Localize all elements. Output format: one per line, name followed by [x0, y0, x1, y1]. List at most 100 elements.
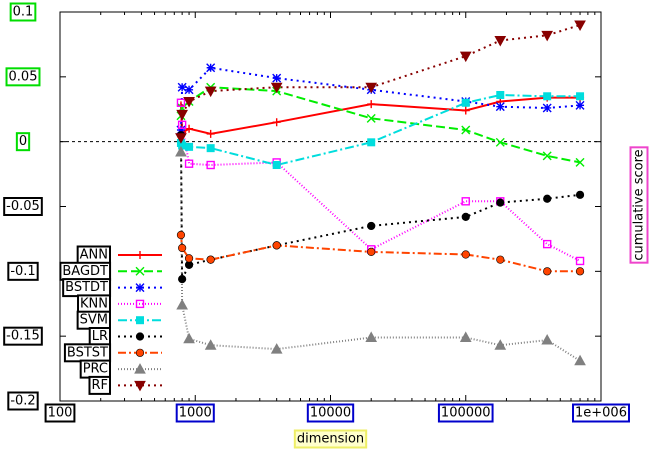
- y-tick-label: -0.1: [7, 261, 39, 281]
- legend-item-lr: LR: [88, 327, 162, 346]
- data-point-bstst: [206, 255, 215, 264]
- y-tick-label-box: [7, 261, 39, 281]
- legend-item-bstdt: BSTDT: [62, 278, 162, 298]
- y-tick-label-box: [9, 2, 37, 22]
- legend-label-bagdt: BAGDT: [62, 264, 108, 279]
- data-point-knn: [461, 197, 470, 206]
- data-point-rf: [176, 109, 188, 121]
- series-line-bagdt: [180, 86, 581, 164]
- x-tick-label: 100: [44, 403, 76, 423]
- data-point-bstst: [178, 243, 187, 253]
- x-axis-title-box: [293, 429, 368, 449]
- y-tick-label-text: -0.1: [10, 264, 35, 279]
- legend-label-svm: SVM: [80, 313, 108, 328]
- series-line-prc: [180, 151, 581, 362]
- y-axis-title-label: cumulative score: [629, 146, 649, 264]
- x-tick-label-box: [306, 403, 355, 423]
- data-point-bstdt: [272, 73, 282, 83]
- x-tick-label-box: [572, 403, 630, 423]
- series-line-ann: [180, 96, 580, 135]
- data-point-lr: [496, 198, 505, 207]
- data-point-prc: [175, 146, 187, 157]
- data-point-ann: [272, 118, 281, 127]
- legend-label-ann: ANN: [80, 248, 108, 263]
- legend-marker-svm: [136, 316, 144, 325]
- series-line-lr: [180, 135, 581, 280]
- y-tick-label: 0: [15, 132, 31, 152]
- x-tick-label-box: [44, 403, 76, 423]
- y-tick-label: -0.05: [3, 197, 43, 216]
- x-tick-label-box: [175, 403, 215, 423]
- data-point-lr: [461, 212, 470, 221]
- data-point-bagdt: [575, 157, 585, 167]
- data-point-ann: [176, 101, 185, 110]
- data-point-knn: [206, 160, 215, 170]
- data-point-svm: [496, 90, 505, 99]
- series-markers: [175, 20, 586, 366]
- data-point-bstst: [496, 255, 505, 264]
- data-point-bstdt: [184, 85, 194, 95]
- legend-marker-knn: [135, 299, 145, 309]
- legend-label-bstst: BSTST: [67, 345, 108, 360]
- y-tick-label-text: -0.2: [10, 394, 35, 409]
- legend-marker-prc: [134, 363, 146, 374]
- legend-marker-rf: [134, 380, 146, 392]
- data-point-ann: [206, 129, 215, 138]
- legend-item-svm: SVM: [76, 310, 162, 330]
- data-point-bagdt: [495, 137, 505, 147]
- y-axis-title-label-text: cumulative score: [632, 149, 647, 260]
- data-point-knn: [177, 120, 187, 130]
- y-tick-label-text: -0.05: [6, 199, 40, 214]
- y-axis-title-label-box: [629, 146, 649, 264]
- data-point-svm: [461, 98, 470, 107]
- y-tick-label: -0.15: [3, 326, 43, 346]
- data-point-svm: [367, 138, 376, 147]
- legend-marker-lr: [135, 332, 145, 341]
- y-tick-label-text: 0.05: [9, 69, 38, 84]
- data-point-bstst: [461, 250, 470, 259]
- x-tick-label-text: 100: [48, 406, 73, 421]
- y-tick-label: 0.05: [5, 67, 41, 87]
- data-point-bstst: [543, 267, 552, 276]
- legend-marker-bagdt: [135, 266, 145, 276]
- data-point-rf: [541, 30, 554, 42]
- data-point-svm: [576, 92, 585, 101]
- x-axis-title-text: dimension: [297, 432, 364, 447]
- legend-label-prc: PRC: [83, 362, 108, 377]
- series-line-rf: [180, 24, 581, 138]
- data-point-ann: [367, 100, 376, 109]
- series-line-knn: [180, 102, 581, 262]
- y-tick-label-box: [3, 326, 43, 346]
- data-point-rf: [270, 82, 283, 94]
- legend-label-rf: RF: [91, 378, 108, 393]
- data-point-ann: [185, 124, 194, 133]
- data-point-bstst: [575, 267, 585, 276]
- data-point-bstdt: [575, 100, 585, 110]
- data-point-bagdt: [366, 113, 376, 123]
- data-point-prc: [574, 354, 586, 366]
- x-axis-title: dimension: [293, 429, 368, 449]
- series-line-bstdt: [180, 66, 581, 131]
- legend-box-rf: [88, 375, 111, 395]
- legend-marker-bstdt: [135, 283, 145, 293]
- data-point-bstdt: [177, 82, 187, 92]
- data-point-rf: [459, 51, 472, 63]
- data-point-svm: [178, 141, 187, 150]
- data-point-bstst: [176, 230, 186, 240]
- data-point-ann: [461, 106, 470, 115]
- x-tick-label-text: 100000: [441, 406, 491, 421]
- data-point-bstdt: [542, 103, 552, 113]
- y-tick-label-text: 0.1: [13, 5, 34, 20]
- series-line-bstst: [180, 234, 580, 273]
- x-tick-label-text: 1e+006: [575, 406, 627, 421]
- data-point-svm: [543, 92, 552, 101]
- data-point-lr: [178, 275, 187, 284]
- data-point-rf: [175, 133, 187, 144]
- data-point-bstdt: [206, 63, 216, 73]
- y-tick-label: 0.1: [9, 2, 37, 22]
- data-point-rf: [183, 96, 195, 108]
- y-tick-label-box: [3, 197, 43, 216]
- data-point-knn: [176, 98, 186, 107]
